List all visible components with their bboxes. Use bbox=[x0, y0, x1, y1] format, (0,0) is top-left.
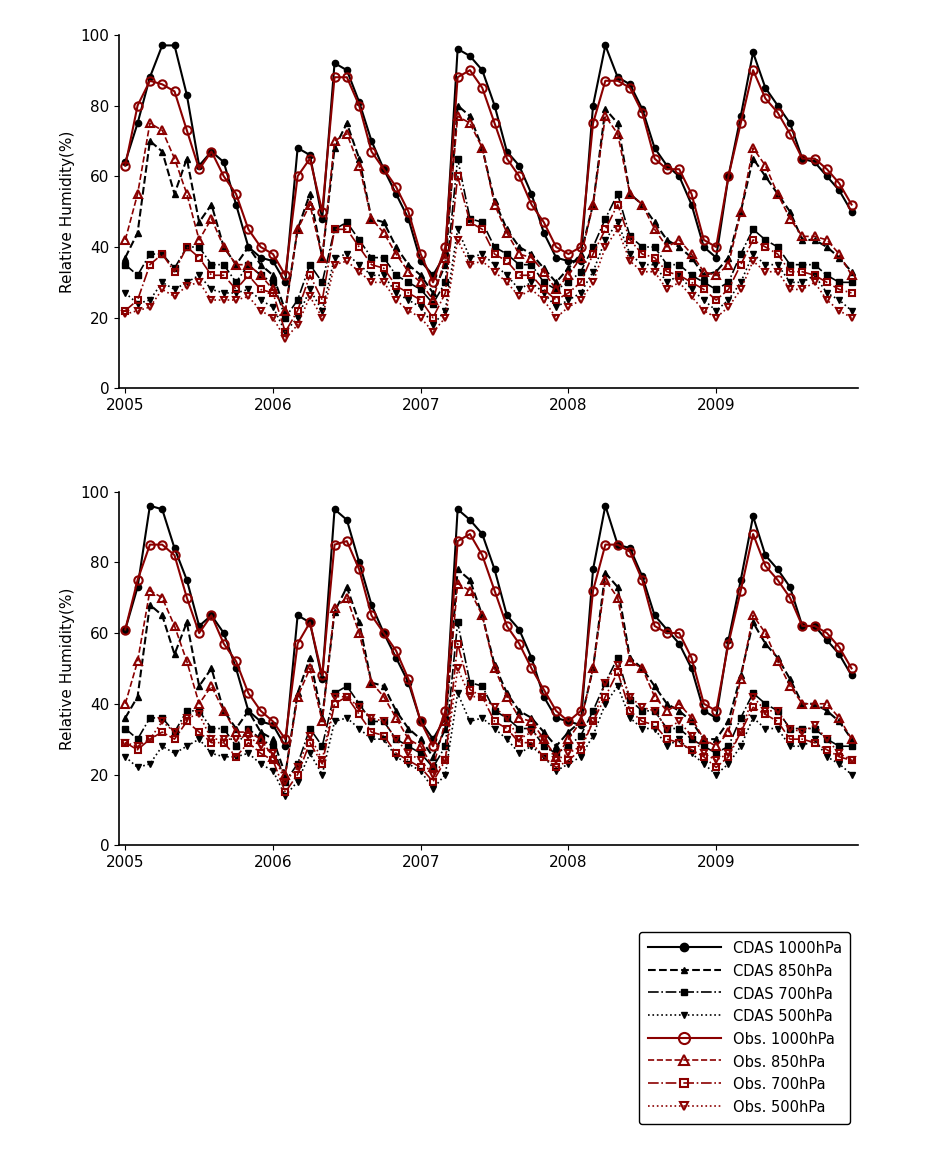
Y-axis label: Relative Humidity(%): Relative Humidity(%) bbox=[60, 130, 75, 292]
Legend: CDAS 1000hPa, CDAS 850hPa, CDAS 700hPa, CDAS 500hPa, Obs. 1000hPa, Obs. 850hPa, : CDAS 1000hPa, CDAS 850hPa, CDAS 700hPa, … bbox=[639, 933, 849, 1124]
Y-axis label: Relative Humidity(%): Relative Humidity(%) bbox=[60, 587, 75, 749]
